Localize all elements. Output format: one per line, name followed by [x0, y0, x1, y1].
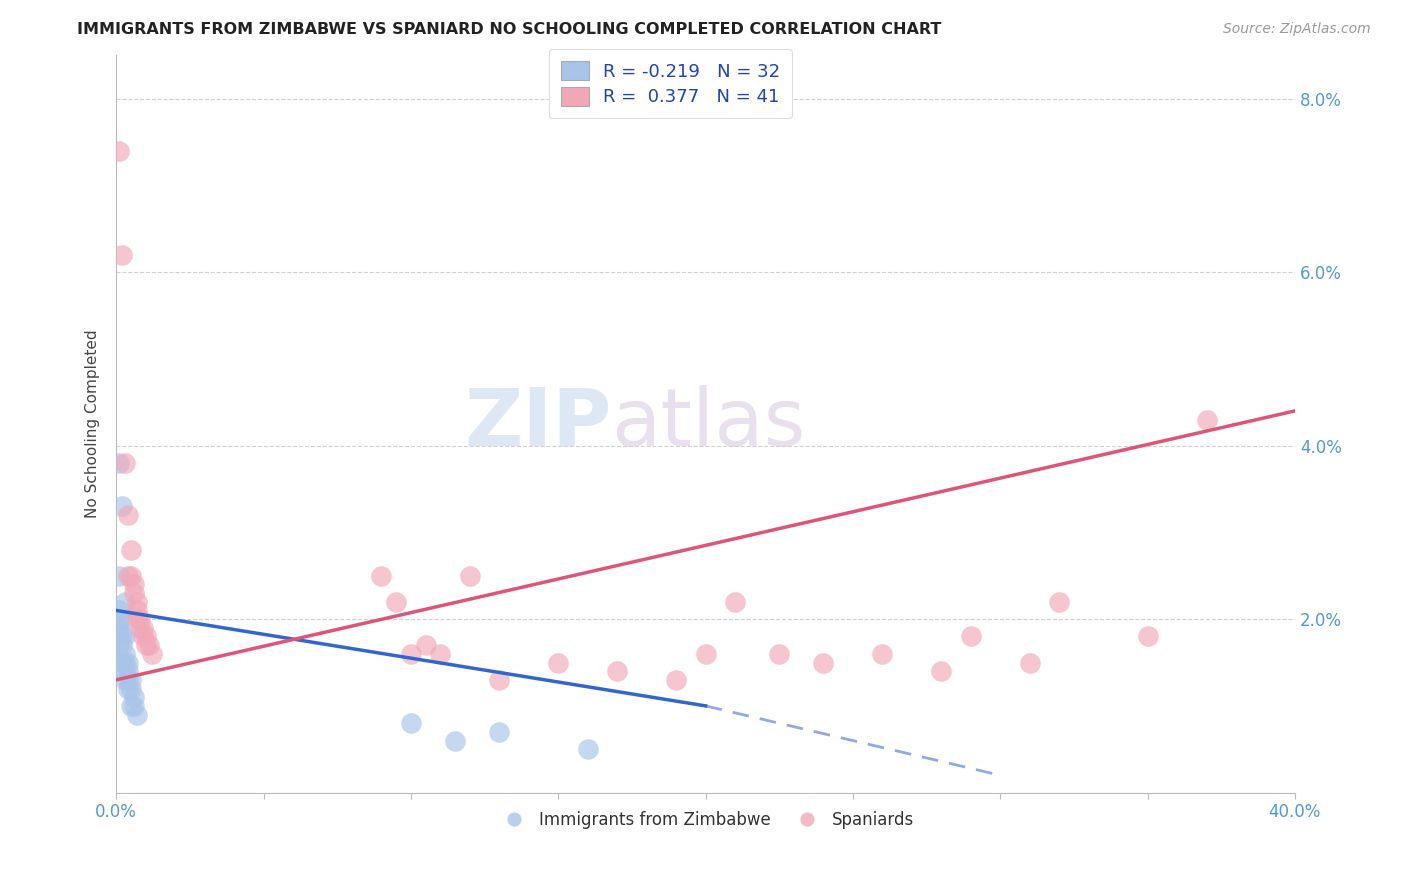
Point: [114, 456, 136, 470]
Point: [138, 638, 160, 652]
Point: [114, 673, 136, 687]
Point: [117, 673, 139, 687]
Point: [117, 664, 139, 678]
Point: [128, 612, 150, 626]
Point: [429, 647, 451, 661]
Point: [488, 673, 510, 687]
Text: atlas: atlas: [612, 384, 806, 463]
Point: [576, 742, 599, 756]
Point: [108, 456, 131, 470]
Point: [385, 595, 408, 609]
Point: [665, 673, 688, 687]
Point: [122, 577, 145, 591]
Point: [111, 248, 134, 262]
Point: [1047, 595, 1070, 609]
Point: [1136, 630, 1159, 644]
Point: [931, 664, 953, 678]
Point: [108, 603, 131, 617]
Point: [135, 638, 157, 652]
Point: [128, 621, 150, 635]
Point: [108, 638, 131, 652]
Point: [120, 673, 142, 687]
Point: [108, 621, 131, 635]
Point: [120, 681, 142, 696]
Point: [117, 681, 139, 696]
Point: [114, 647, 136, 661]
Point: [114, 630, 136, 644]
Point: [117, 508, 139, 522]
Point: [111, 638, 134, 652]
Point: [108, 144, 131, 158]
Point: [370, 568, 392, 582]
Text: ZIP: ZIP: [464, 384, 612, 463]
Point: [132, 621, 155, 635]
Text: Source: ZipAtlas.com: Source: ZipAtlas.com: [1223, 22, 1371, 37]
Point: [415, 638, 437, 652]
Point: [114, 595, 136, 609]
Point: [114, 656, 136, 670]
Point: [444, 733, 467, 747]
Point: [117, 656, 139, 670]
Point: [108, 630, 131, 644]
Point: [122, 690, 145, 705]
Point: [135, 630, 157, 644]
Point: [111, 500, 134, 514]
Point: [399, 647, 422, 661]
Point: [125, 707, 148, 722]
Point: [108, 612, 131, 626]
Point: [724, 595, 747, 609]
Point: [117, 568, 139, 582]
Point: [111, 612, 134, 626]
Point: [768, 647, 790, 661]
Point: [458, 568, 481, 582]
Legend: Immigrants from Zimbabwe, Spaniards: Immigrants from Zimbabwe, Spaniards: [491, 805, 921, 836]
Point: [122, 586, 145, 600]
Point: [399, 716, 422, 731]
Point: [141, 647, 163, 661]
Point: [108, 568, 131, 582]
Point: [120, 542, 142, 557]
Point: [114, 664, 136, 678]
Point: [122, 698, 145, 713]
Point: [132, 630, 155, 644]
Point: [125, 612, 148, 626]
Point: [111, 656, 134, 670]
Y-axis label: No Schooling Completed: No Schooling Completed: [86, 329, 100, 518]
Text: IMMIGRANTS FROM ZIMBABWE VS SPANIARD NO SCHOOLING COMPLETED CORRELATION CHART: IMMIGRANTS FROM ZIMBABWE VS SPANIARD NO …: [77, 22, 942, 37]
Point: [488, 725, 510, 739]
Point: [1195, 412, 1218, 426]
Point: [125, 603, 148, 617]
Point: [125, 595, 148, 609]
Point: [872, 647, 894, 661]
Point: [959, 630, 981, 644]
Point: [606, 664, 628, 678]
Point: [695, 647, 717, 661]
Point: [813, 656, 835, 670]
Point: [120, 698, 142, 713]
Point: [120, 568, 142, 582]
Point: [1018, 656, 1040, 670]
Point: [111, 630, 134, 644]
Point: [547, 656, 569, 670]
